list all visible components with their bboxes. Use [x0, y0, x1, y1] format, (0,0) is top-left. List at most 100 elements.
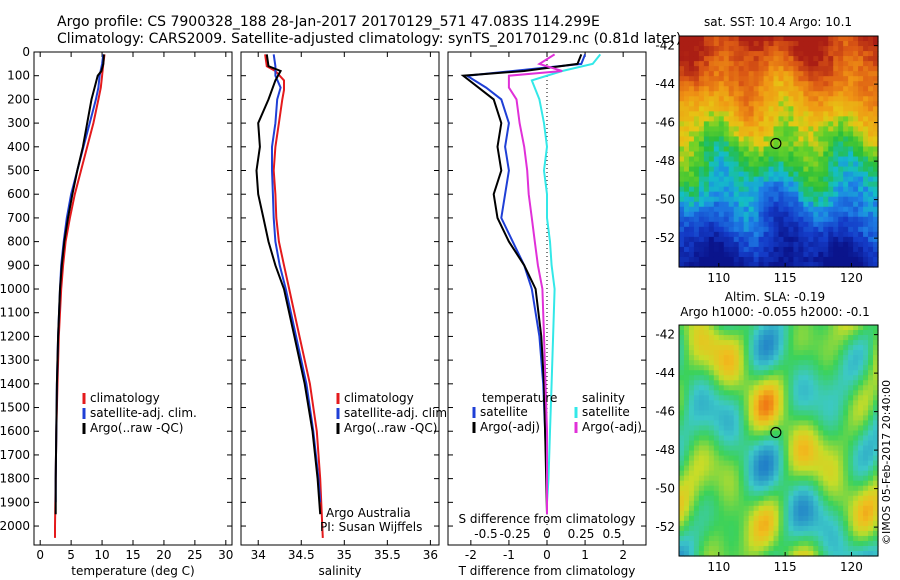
heatmap-cell: [833, 435, 839, 442]
heatmap-cell: [778, 61, 785, 67]
heatmap-cell: [683, 485, 690, 492]
heatmap-cell: [703, 505, 710, 512]
heatmap-cell: [803, 231, 809, 238]
heatmap-cell: [713, 161, 720, 168]
heatmap-cell: [843, 450, 849, 457]
heatmap-cell: [778, 545, 785, 552]
heatmap-cell: [848, 41, 854, 47]
heatmap-cell: [868, 535, 874, 542]
heatmap-cell: [688, 425, 695, 432]
heatmap-cell: [703, 221, 710, 228]
heatmap-cell: [728, 530, 735, 537]
heatmap-cell: [679, 415, 685, 422]
heatmap-cell: [833, 355, 839, 361]
heatmap-cell: [848, 111, 854, 117]
heatmap-cell: [818, 211, 824, 218]
heatmap-cell: [813, 256, 819, 263]
heatmap-cell: [748, 76, 755, 82]
heatmap-cell: [803, 485, 809, 492]
heatmap-cell: [713, 500, 720, 507]
heatmap-cell: [723, 181, 730, 188]
heatmap-cell: [808, 121, 814, 127]
heatmap-cell: [773, 196, 780, 203]
heatmap-cell: [718, 106, 725, 112]
heatmap-cell: [698, 485, 705, 492]
heatmap-cell: [693, 181, 700, 188]
heatmap-cell: [793, 395, 799, 401]
heatmap-cell: [843, 360, 849, 366]
heatmap-cell: [838, 500, 844, 507]
heatmap-cell: [713, 171, 720, 178]
heatmap-cell: [843, 211, 849, 218]
heatmap-cell: [863, 261, 869, 268]
heatmap-cell: [798, 176, 804, 183]
heatmap-cell: [723, 216, 730, 223]
heatmap-cell: [808, 86, 814, 92]
heatmap-cell: [748, 196, 755, 203]
heatmap-cell: [833, 550, 839, 557]
heatmap-cell: [698, 395, 705, 401]
heatmap-cell: [763, 261, 770, 268]
heatmap-cell: [688, 186, 695, 193]
heatmap-cell: [693, 390, 700, 396]
heatmap-cell: [818, 111, 824, 117]
heatmap-cell: [873, 56, 879, 62]
y-tick-label: -50: [655, 482, 675, 496]
heatmap-cell: [863, 340, 869, 346]
heatmap-cell: [793, 385, 799, 391]
heatmap-cell: [778, 111, 785, 117]
heatmap-cell: [808, 390, 814, 396]
heatmap-cell: [728, 36, 735, 42]
heatmap-cell: [843, 510, 849, 517]
heatmap-cell: [748, 231, 755, 238]
heatmap-cell: [873, 216, 879, 223]
heatmap-cell: [843, 136, 849, 143]
heatmap-cell: [798, 46, 804, 52]
heatmap-cell: [733, 86, 740, 92]
series-line-2: [255, 54, 322, 515]
heatmap-cell: [868, 141, 874, 148]
heatmap-cell: [718, 181, 725, 188]
heatmap-cell: [768, 380, 775, 386]
heatmap-cell: [873, 550, 879, 557]
heatmap-cell: [838, 325, 844, 331]
heatmap-cell: [788, 380, 795, 386]
heatmap-cell: [698, 136, 705, 143]
heatmap-cell: [723, 246, 730, 253]
heatmap-cell: [753, 415, 760, 422]
heatmap-cell: [808, 136, 814, 143]
heatmap-cell: [773, 201, 780, 208]
heatmap-cell: [718, 380, 725, 386]
heatmap-cell: [733, 141, 740, 148]
heatmap-cell: [793, 515, 799, 522]
heatmap-cell: [783, 385, 790, 391]
heatmap-cell: [803, 76, 809, 82]
heatmap-cell: [728, 126, 735, 133]
heatmap-cell: [738, 41, 745, 47]
heatmap-cell: [698, 201, 705, 208]
heatmap-cell: [713, 111, 720, 117]
heatmap-cell: [868, 360, 874, 366]
heatmap-cell: [848, 550, 854, 557]
heatmap-cell: [813, 46, 819, 52]
legend-label: satellite-adj. clim.: [90, 406, 197, 420]
heatmap-cell: [823, 530, 829, 537]
heatmap-cell: [828, 96, 834, 102]
heatmap-cell: [773, 261, 780, 268]
heatmap-cell: [693, 136, 700, 143]
heatmap-cell: [748, 340, 755, 346]
heatmap-cell: [679, 410, 685, 416]
heatmap-cell: [738, 166, 745, 173]
heatmap-cell: [743, 460, 750, 467]
heatmap-cell: [703, 251, 710, 258]
heatmap-cell: [853, 101, 859, 107]
panel-sal-frame: [240, 51, 440, 546]
heatmap-cell: [833, 126, 839, 133]
series-line-2: [530, 53, 602, 503]
heatmap-cell: [793, 241, 799, 248]
heatmap-cell: [693, 81, 700, 87]
heatmap-cell: [848, 91, 854, 97]
heatmap-cell: [683, 540, 690, 547]
heatmap-cell: [868, 236, 874, 243]
heatmap-cell: [848, 495, 854, 502]
